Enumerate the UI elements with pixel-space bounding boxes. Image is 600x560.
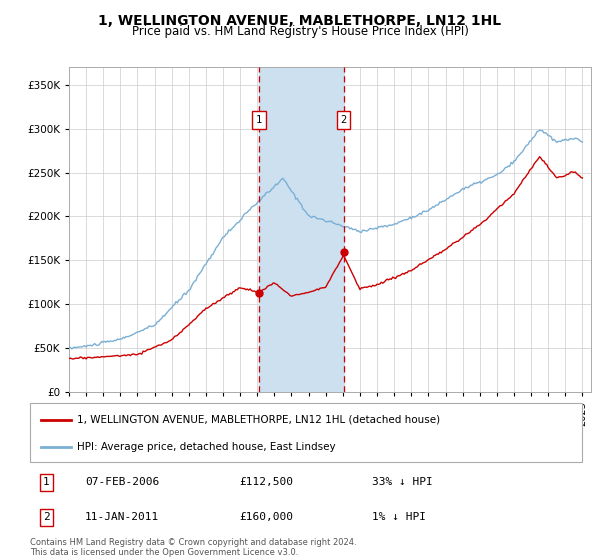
Text: 33% ↓ HPI: 33% ↓ HPI (372, 477, 433, 487)
Text: £112,500: £112,500 (240, 477, 294, 487)
Text: 1% ↓ HPI: 1% ↓ HPI (372, 512, 426, 522)
Text: HPI: Average price, detached house, East Lindsey: HPI: Average price, detached house, East… (77, 442, 335, 452)
Text: 1: 1 (43, 477, 50, 487)
Text: 1, WELLINGTON AVENUE, MABLETHORPE, LN12 1HL: 1, WELLINGTON AVENUE, MABLETHORPE, LN12 … (98, 14, 502, 28)
Text: Contains HM Land Registry data © Crown copyright and database right 2024.
This d: Contains HM Land Registry data © Crown c… (30, 538, 356, 557)
Text: £160,000: £160,000 (240, 512, 294, 522)
FancyBboxPatch shape (30, 403, 582, 462)
Text: 11-JAN-2011: 11-JAN-2011 (85, 512, 160, 522)
Text: 1, WELLINGTON AVENUE, MABLETHORPE, LN12 1HL (detached house): 1, WELLINGTON AVENUE, MABLETHORPE, LN12 … (77, 414, 440, 424)
Text: 2: 2 (43, 512, 50, 522)
Text: Price paid vs. HM Land Registry's House Price Index (HPI): Price paid vs. HM Land Registry's House … (131, 25, 469, 38)
Bar (259, 67, 344, 392)
Text: 2: 2 (340, 115, 347, 125)
Text: 07-FEB-2006: 07-FEB-2006 (85, 477, 160, 487)
Text: 1: 1 (256, 115, 262, 125)
